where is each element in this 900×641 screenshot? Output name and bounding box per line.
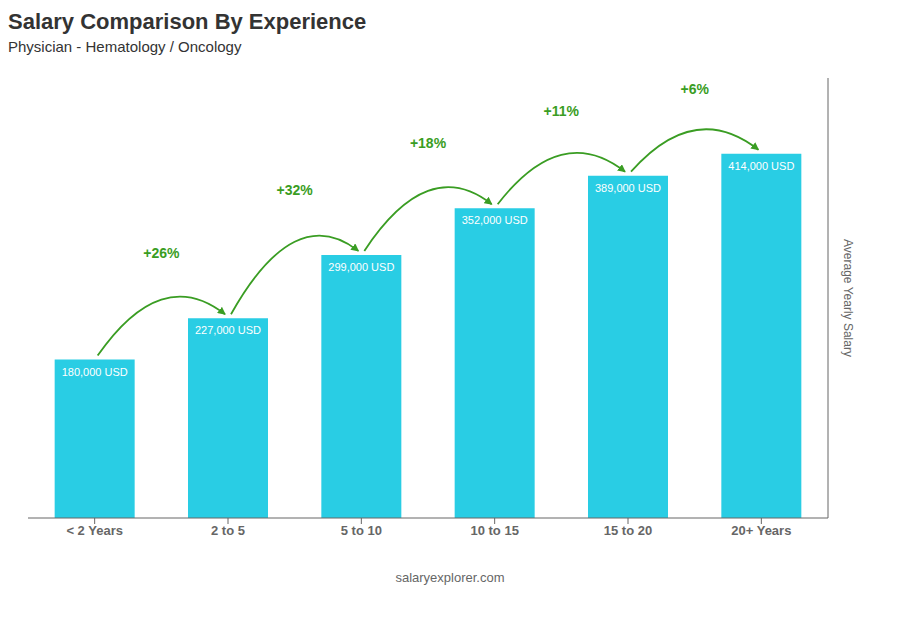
html-text:Salary Comparison By Experienc: Salary Comparison By Experience (8, 9, 367, 34)
svg-text:299,000 USD: 299,000 USD (328, 261, 394, 273)
svg-text:+11%: +11% (544, 103, 580, 119)
svg-text:+26%: +26% (143, 245, 180, 261)
svg-text:10 to 15: 10 to 15 (470, 523, 518, 538)
svg-text:+32%: +32% (277, 182, 314, 198)
svg-text:+18%: +18% (410, 135, 447, 151)
svg-text:20+ Years: 20+ Years (731, 523, 791, 538)
html-text:Physician - Hematology / Oncol: Physician - Hematology / Oncology (8, 38, 242, 55)
svg-text:15 to 20: 15 to 20 (604, 523, 652, 538)
svg-text:2 to 5: 2 to 5 (211, 523, 245, 538)
svg-text:389,000 USD: 389,000 USD (595, 182, 661, 194)
svg-text:180,000 USD: 180,000 USD (62, 366, 128, 378)
svg-text:5 to 10: 5 to 10 (341, 523, 382, 538)
svg-text:352,000 USD: 352,000 USD (462, 214, 528, 226)
svg-text:414,000 USD: 414,000 USD (728, 160, 794, 172)
svg-text:+6%: +6% (680, 81, 709, 97)
html-text:salaryexplorer.com: salaryexplorer.com (395, 570, 505, 585)
svg-text:< 2 Years: < 2 Years (66, 523, 123, 538)
svg-text:227,000 USD: 227,000 USD (195, 324, 261, 336)
svg-text:Average Yearly Salary: Average Yearly Salary (841, 239, 855, 357)
